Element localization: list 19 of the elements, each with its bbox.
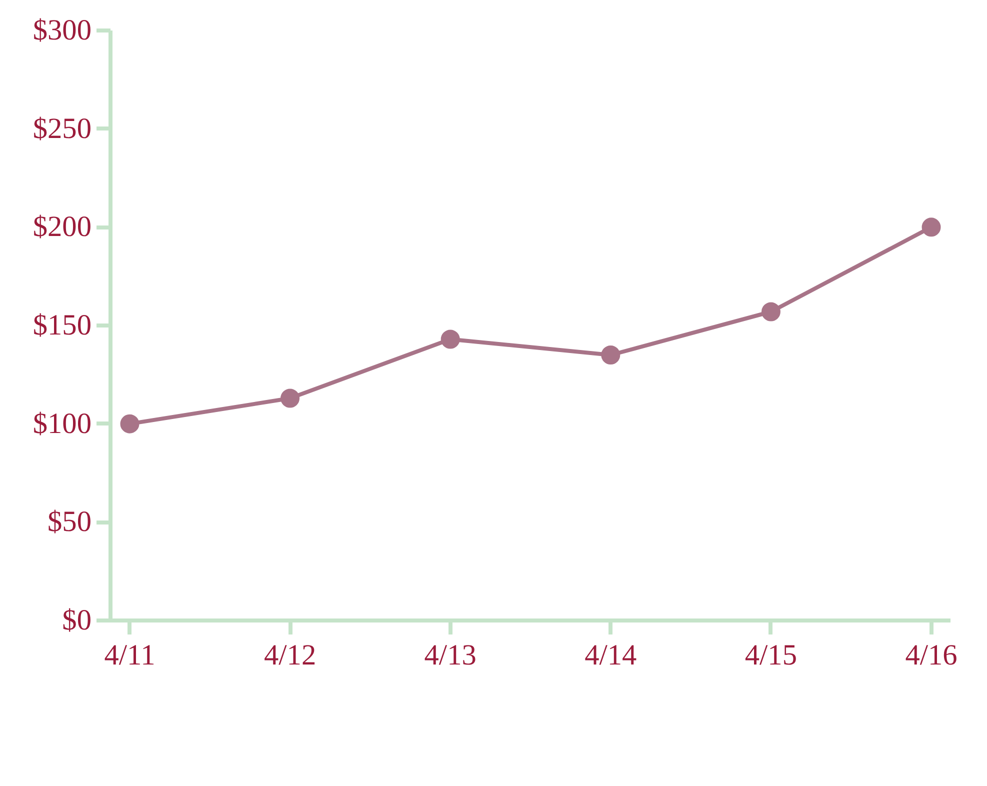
- point: [280, 388, 300, 408]
- x-tick-label: 4/16: [905, 640, 958, 672]
- y-tick-label: $100: [32, 408, 92, 440]
- x-tick-label: 4/14: [584, 640, 638, 672]
- point: [440, 330, 460, 349]
- point: [922, 218, 941, 237]
- x-tick-label: 4/11: [104, 640, 156, 672]
- y-tick-label: $250: [32, 112, 92, 145]
- point: [601, 346, 620, 364]
- x-tick-label: 4/13: [424, 640, 476, 672]
- y-tick-label: $150: [32, 310, 92, 342]
- y-tick-label: $0: [62, 604, 92, 636]
- y-tick-label: $300: [32, 14, 92, 46]
- y-tick-label: $50: [48, 506, 92, 538]
- point: [120, 414, 140, 434]
- x-tick-label: 4/15: [744, 640, 798, 672]
- point: [761, 302, 780, 322]
- x-tick-label: 4/12: [264, 640, 316, 672]
- y-tick-label: $200: [32, 211, 92, 244]
